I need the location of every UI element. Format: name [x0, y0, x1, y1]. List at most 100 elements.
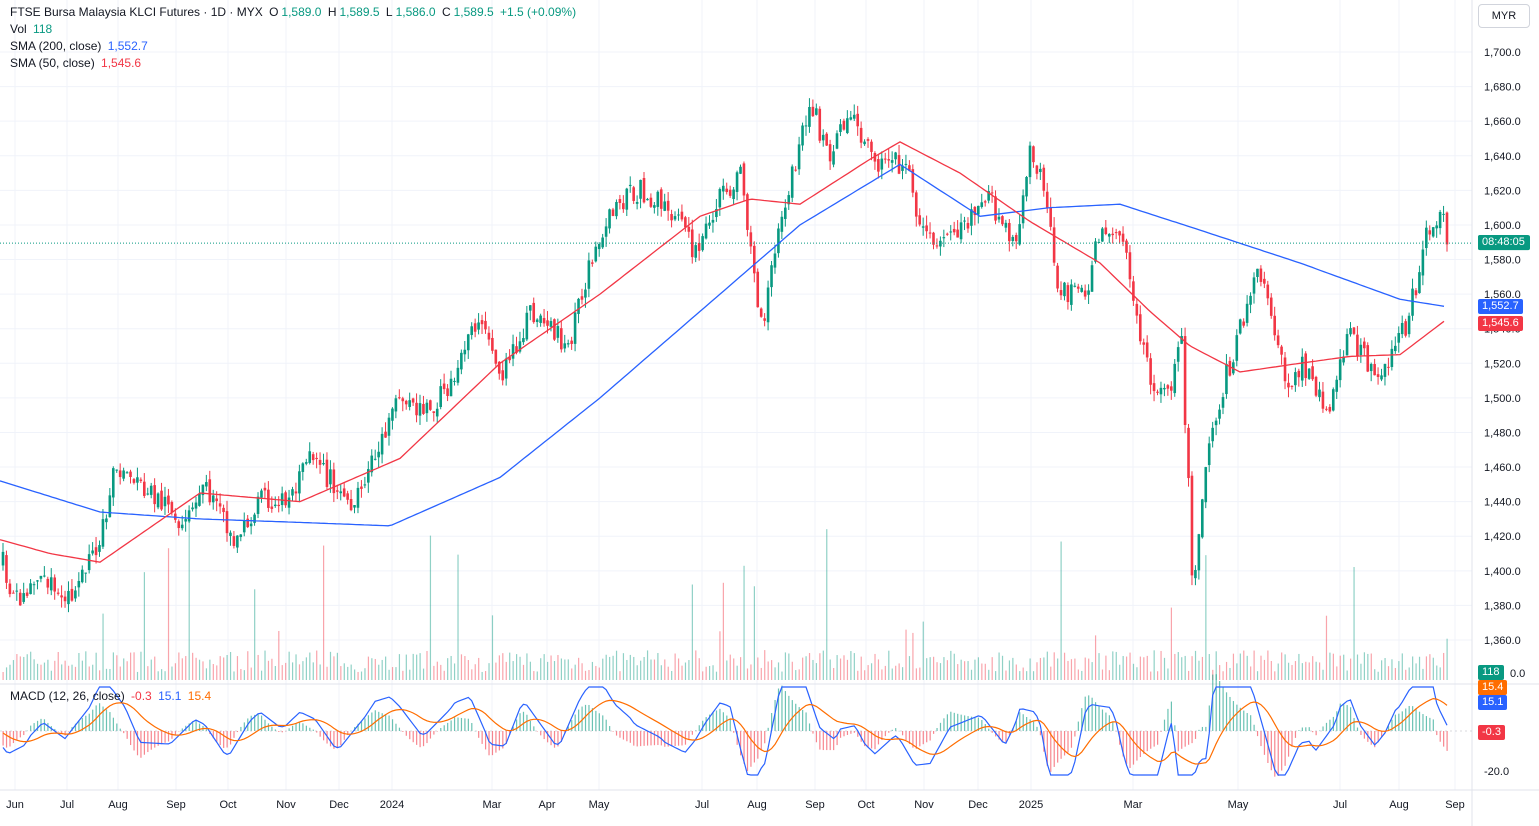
volume-bar [636, 665, 638, 680]
volume-bar [1170, 607, 1172, 680]
volume-bar [264, 650, 266, 680]
macd-histogram-bar [988, 728, 990, 731]
macd-histogram-bar [633, 731, 635, 746]
macd-histogram-bar [1177, 731, 1179, 752]
macd-histogram-bar [484, 731, 487, 750]
volume-bar [326, 666, 328, 680]
macd-histogram-bar [1281, 731, 1283, 771]
macd-histogram-bar [760, 731, 762, 750]
candle-body [628, 184, 632, 187]
macd-histogram-bar [64, 731, 66, 736]
macd-histogram-bar [85, 715, 87, 731]
volume-legend[interactable]: Vol 118 [10, 22, 55, 36]
volume-bar [829, 659, 831, 680]
volume-bar [402, 670, 404, 680]
macd-histogram-bar [1398, 713, 1400, 731]
macd-histogram-bar [1381, 731, 1383, 738]
candle-body [1001, 216, 1004, 225]
candle-body [466, 334, 470, 351]
time-tick-label: Mar [483, 799, 502, 811]
volume-bar [1281, 652, 1283, 680]
macd-histogram-bar [271, 726, 273, 731]
candle-body [849, 117, 853, 120]
volume-bar [40, 664, 42, 680]
candle-body [1380, 375, 1383, 380]
volume-bar [323, 545, 325, 680]
macd-histogram-bar [340, 731, 342, 746]
candle-body [611, 209, 615, 216]
candle-body [339, 491, 343, 494]
candle-body [587, 260, 591, 289]
macd-histogram-bar [912, 731, 914, 748]
macd-histogram-bar [640, 731, 642, 747]
macd-hist-value: -0.3 [131, 689, 152, 703]
candle-body [1352, 327, 1356, 334]
candle-body [1411, 288, 1414, 316]
volume-bar [1339, 655, 1341, 680]
macd-histogram-bar [298, 721, 301, 731]
volume-bar [946, 660, 948, 680]
open-label: O [269, 5, 279, 19]
volume-bar [1312, 656, 1314, 680]
volume-bar [254, 589, 256, 680]
volume-bar [1243, 650, 1245, 680]
sma50-legend[interactable]: SMA (50, close) 1,545.6 [10, 56, 144, 70]
candle-body [718, 189, 722, 208]
candle-body [942, 237, 946, 239]
macd-histogram-bar [119, 728, 121, 731]
candle-body [177, 521, 181, 529]
macd-histogram-bar [1139, 731, 1141, 758]
volume-bar [667, 666, 669, 680]
volume-bar [1356, 654, 1359, 680]
macd-histogram-bar [829, 731, 831, 751]
candle-body [308, 451, 312, 463]
volume-bar [1029, 658, 1031, 680]
volume-bar [953, 653, 955, 680]
macd-histogram-bar [977, 717, 980, 731]
sma200-legend[interactable]: SMA (200, close) 1,552.7 [10, 39, 151, 53]
candle-body [1259, 268, 1263, 282]
macd-histogram-bar [822, 731, 824, 751]
candle-body [804, 125, 808, 127]
candle-body [329, 469, 332, 485]
close-label: C [441, 5, 451, 19]
macd-histogram-bar [1194, 731, 1197, 739]
candle-body [1304, 353, 1308, 379]
candle-body [566, 343, 570, 345]
volume-bar [715, 671, 718, 680]
volume-bar [1260, 655, 1262, 680]
candle-body [511, 344, 515, 359]
macd-histogram-bar [788, 695, 790, 731]
macd-histogram-bar [864, 731, 866, 747]
price-tick-label: 1,440.0 [1484, 497, 1521, 509]
candle-body [1238, 319, 1242, 334]
macd-histogram-bar [1339, 703, 1341, 731]
candle-body [694, 245, 698, 258]
macd-histogram-bar [1022, 714, 1024, 731]
volume-bar [595, 665, 597, 680]
volume-bar [708, 666, 711, 680]
candle-body [246, 518, 249, 528]
sma50-label: SMA (50, close) [10, 56, 95, 70]
macd-histogram-bar [422, 731, 425, 747]
volume-bar [267, 660, 270, 680]
candle-body [1438, 211, 1442, 229]
candle-body [777, 228, 780, 254]
macd-histogram-bar [98, 703, 101, 731]
currency-button[interactable]: MYR [1478, 4, 1530, 28]
volume-bar [867, 665, 869, 680]
candle-body [1135, 303, 1139, 316]
macd-histogram-bar [888, 731, 890, 733]
candle-body [987, 191, 990, 201]
volume-bar [1425, 656, 1428, 680]
macd-histogram-bar [398, 727, 401, 731]
macd-legend[interactable]: MACD (12, 26, close) -0.3 15.1 15.4 [10, 689, 214, 703]
macd-histogram-bar [1322, 726, 1324, 731]
time-tick-label: Jul [1333, 799, 1347, 811]
volume-bar [436, 661, 438, 680]
candle-body [1225, 363, 1228, 395]
candle-body [732, 189, 735, 200]
macd-histogram-bar [736, 731, 738, 745]
macd-histogram-bar [395, 723, 397, 731]
